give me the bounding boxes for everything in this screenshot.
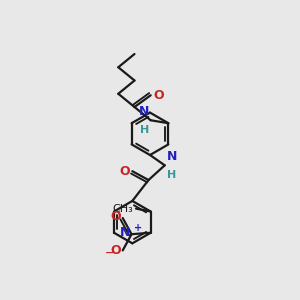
Text: O: O [153,89,164,102]
Text: N: N [120,226,130,239]
Text: H: H [167,170,176,180]
Text: +: + [134,223,142,233]
Text: CH₃: CH₃ [113,204,134,214]
Text: −: − [105,248,114,258]
Text: O: O [119,165,130,178]
Text: O: O [111,244,121,257]
Text: O: O [111,210,121,223]
Text: H: H [140,125,149,135]
Text: N: N [139,105,149,118]
Text: N: N [167,150,178,163]
